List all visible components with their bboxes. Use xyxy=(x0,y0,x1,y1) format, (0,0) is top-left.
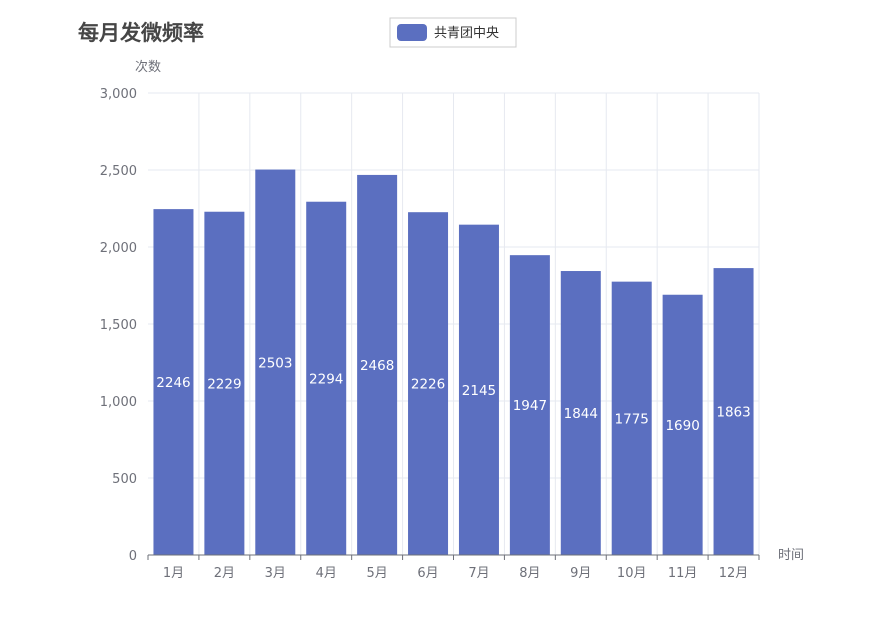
bar xyxy=(306,201,347,555)
bar xyxy=(611,281,652,555)
legend[interactable]: 共青团中央 xyxy=(389,17,517,48)
bar-value-label: 2294 xyxy=(309,371,343,387)
data-labels: 2246 2229 2503 2294 2468 2226 2145 1947 1844 1775… xyxy=(156,355,750,434)
x-tick-label: 1月 xyxy=(163,566,184,581)
bar-value-label: 2503 xyxy=(258,355,292,371)
chart-title: 每月发微频率 xyxy=(78,21,204,45)
y-tick-label: 1,500 xyxy=(100,318,137,333)
x-tick-label: 3月 xyxy=(265,566,286,581)
bar xyxy=(153,209,194,555)
bar xyxy=(560,271,601,555)
x-tick-label: 12月 xyxy=(719,566,749,581)
bar-value-label: 1690 xyxy=(665,418,699,434)
x-tick-label: 11月 xyxy=(668,566,698,581)
bar-value-label: 2229 xyxy=(207,376,241,392)
x-tick-label: 9月 xyxy=(570,566,591,581)
legend-label: 共青团中央 xyxy=(434,26,499,41)
bar-value-label: 1947 xyxy=(513,398,547,414)
bar-value-label: 1863 xyxy=(716,405,750,421)
grid xyxy=(148,92,760,555)
bar-value-label: 2468 xyxy=(360,358,394,374)
x-tick-label: 2月 xyxy=(214,566,235,581)
y-tick-label: 0 xyxy=(129,549,137,564)
bar xyxy=(458,224,499,556)
bar-value-label: 1775 xyxy=(615,411,649,427)
y-tick-label: 2,500 xyxy=(100,164,137,179)
bar xyxy=(408,212,449,556)
bar xyxy=(204,211,245,555)
x-tick-label: 8月 xyxy=(519,566,540,581)
bar-value-label: 2246 xyxy=(156,375,190,391)
x-tick-label: 4月 xyxy=(316,566,337,581)
legend-swatch xyxy=(397,24,427,41)
bar-value-label: 1844 xyxy=(564,406,598,422)
x-tick-label: 6月 xyxy=(417,566,438,581)
x-tick-label: 5月 xyxy=(366,566,387,581)
axes: 0 500 1,000 1,500 2,000 2,500 3,000 1月 2月 3月 4月 5月 6… xyxy=(100,87,760,581)
bar xyxy=(509,255,550,556)
x-axis-title: 时间 xyxy=(778,548,804,563)
y-tick-label: 3,000 xyxy=(100,87,137,102)
bars xyxy=(153,169,754,556)
bar xyxy=(662,294,703,555)
x-tick-label: 7月 xyxy=(468,566,489,581)
y-axis-title: 次数 xyxy=(135,59,161,75)
y-tick-label: 1,000 xyxy=(100,395,137,410)
y-tick-label: 500 xyxy=(112,472,137,487)
x-tick-label: 10月 xyxy=(617,566,647,581)
bar xyxy=(713,268,754,555)
y-tick-label: 2,000 xyxy=(100,241,137,256)
bar-value-label: 2145 xyxy=(462,383,496,399)
bar xyxy=(255,169,296,555)
bar-value-label: 2226 xyxy=(411,377,445,393)
bar xyxy=(357,174,398,556)
